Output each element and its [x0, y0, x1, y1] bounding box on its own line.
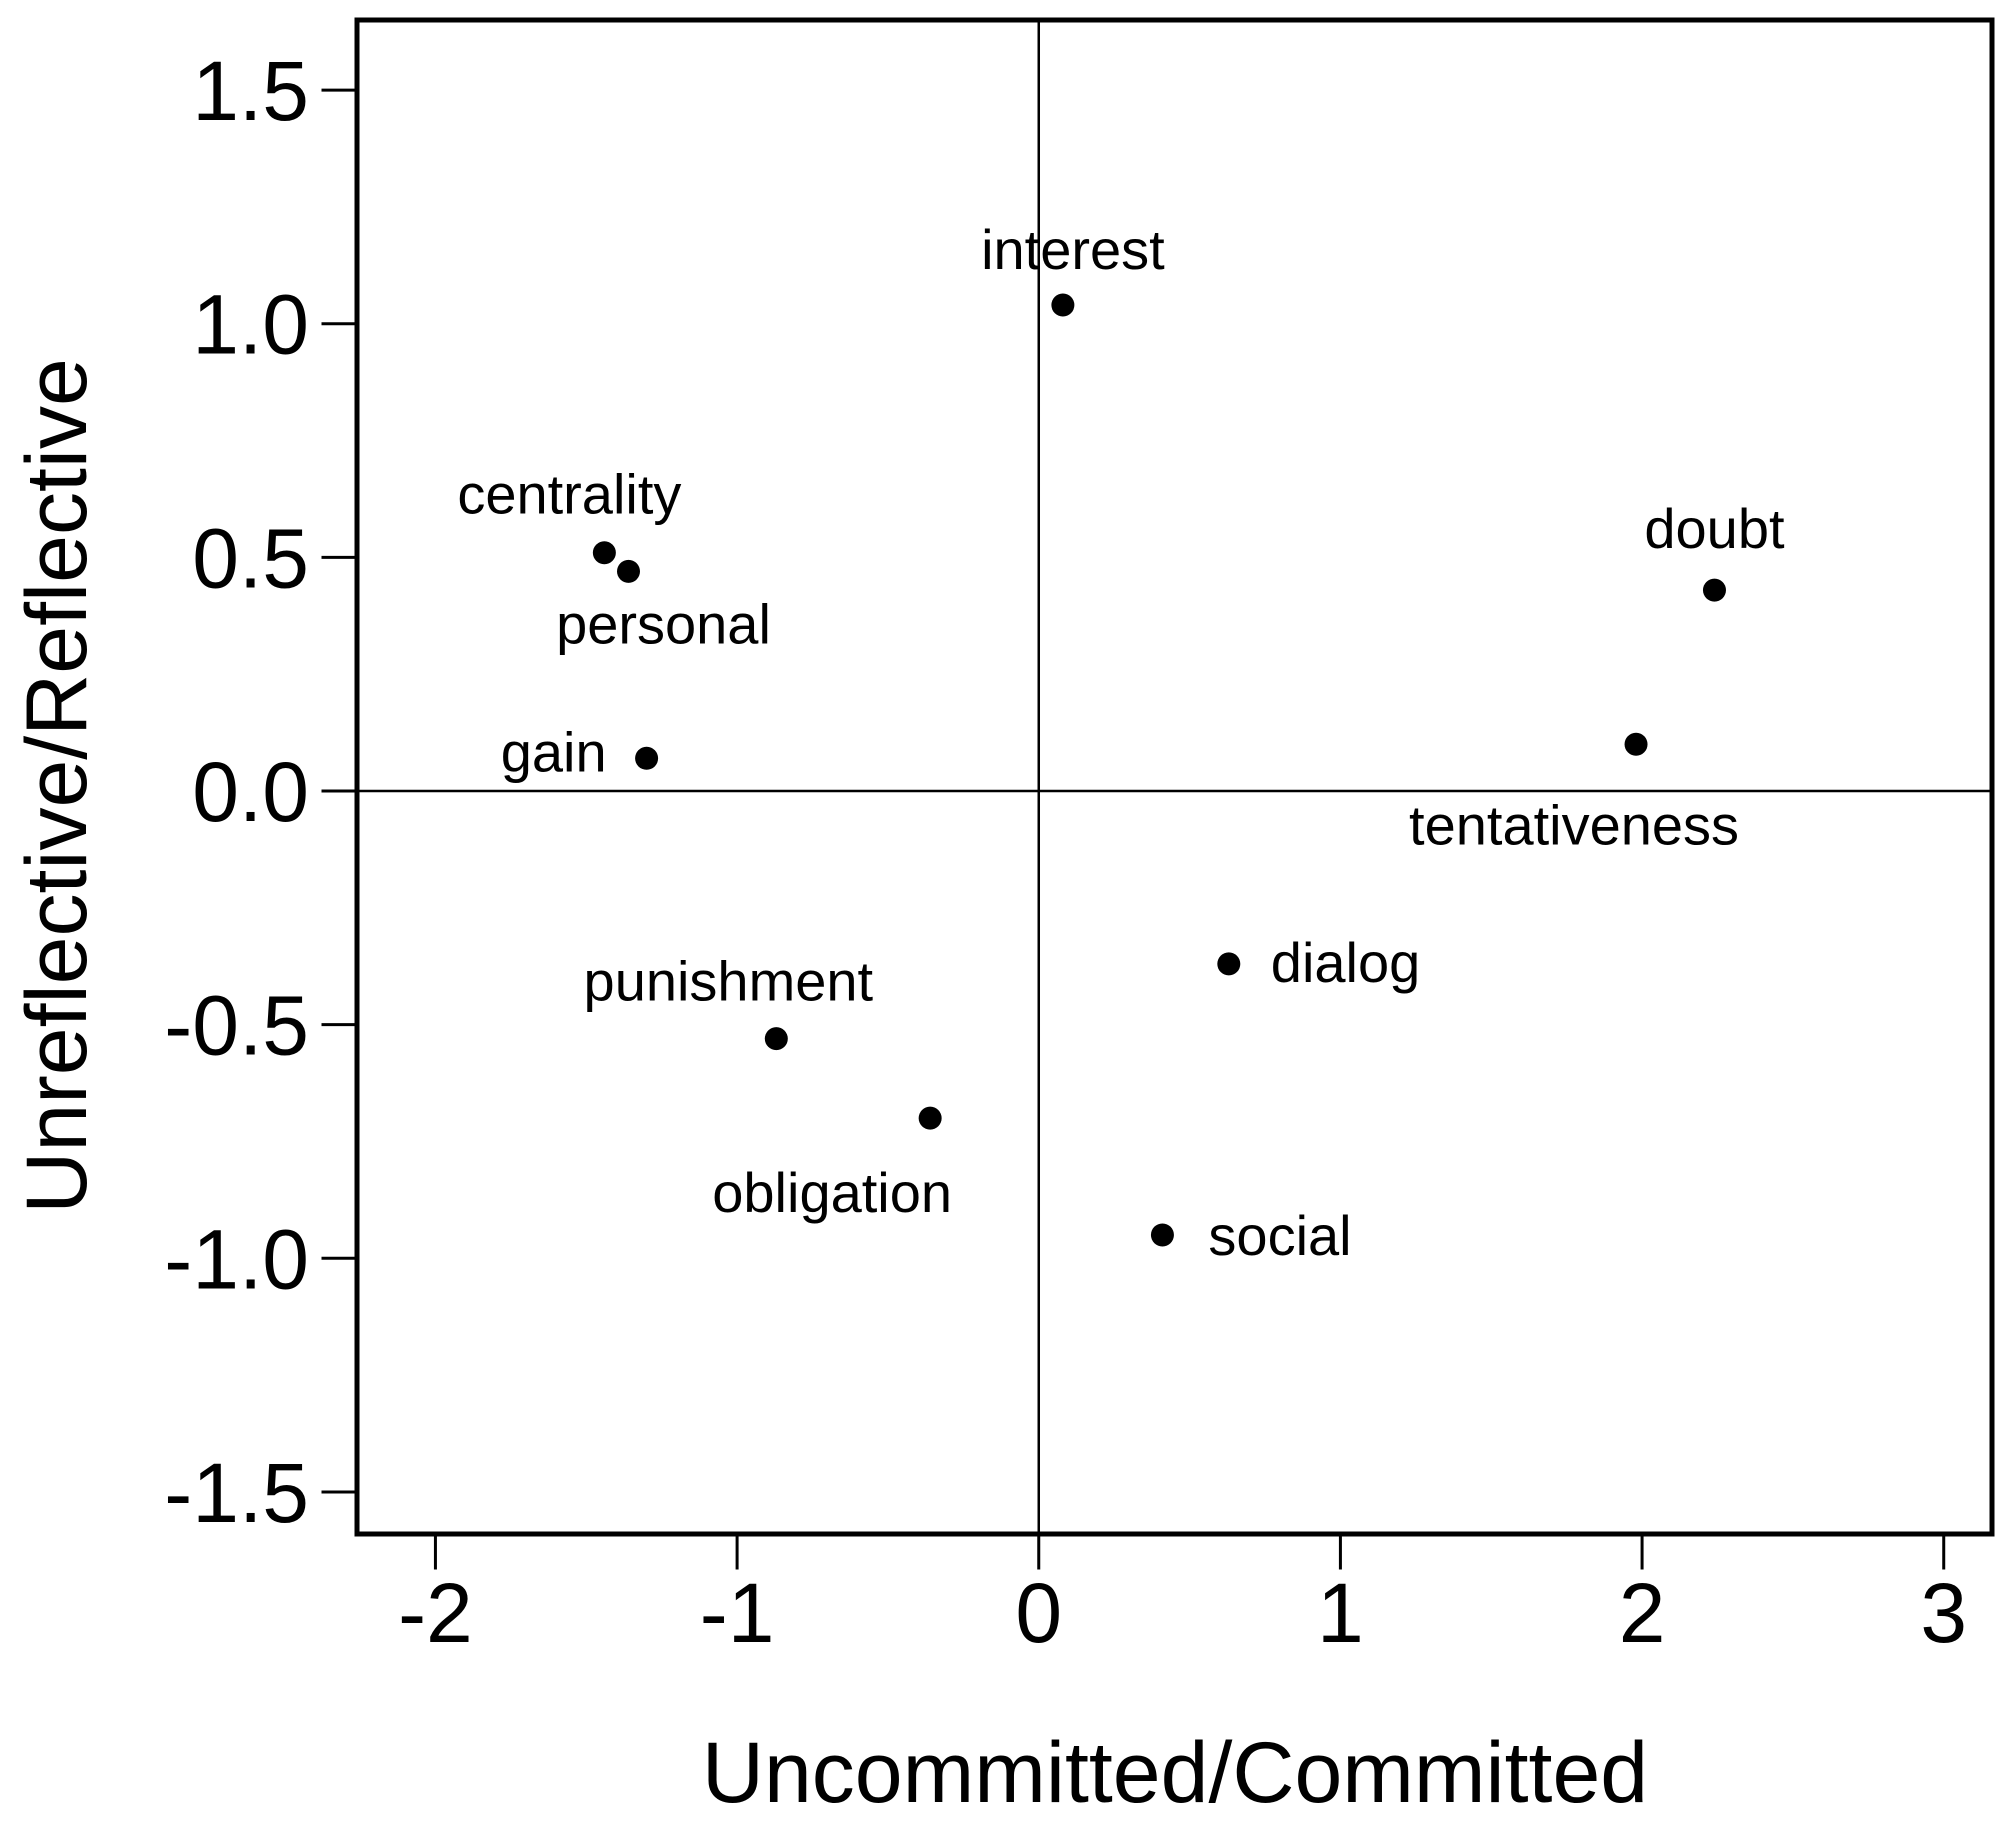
- x-tick-label--2: -2: [398, 1566, 473, 1660]
- data-point-interest: [1051, 293, 1075, 317]
- data-point-personal: [616, 559, 640, 583]
- x-tick-label-1: 1: [1317, 1566, 1364, 1660]
- data-point-punishment: [764, 1027, 788, 1051]
- data-point-obligation: [918, 1106, 942, 1130]
- data-point-social: [1150, 1223, 1174, 1247]
- point-label-dialog: dialog: [1271, 931, 1420, 994]
- data-point-centrality: [592, 541, 616, 565]
- point-label-doubt: doubt: [1644, 497, 1785, 560]
- point-label-punishment: punishment: [584, 950, 874, 1013]
- zero-reference-lines: [357, 20, 1992, 1534]
- data-points-group: [592, 293, 1726, 1247]
- data-point-doubt: [1702, 578, 1726, 602]
- x-tick-label-0: 0: [1015, 1566, 1062, 1660]
- y-tick-label--0.5: -0.5: [164, 979, 309, 1073]
- y-tick-label--1.5: -1.5: [164, 1446, 309, 1540]
- point-label-interest: interest: [981, 218, 1165, 281]
- x-tick-label-3: 3: [1920, 1566, 1967, 1660]
- y-axis: 1.5 1.0 0.5 0.0 -0.5 -1.0 -1.5: [164, 44, 355, 1540]
- plot-border: [354, 17, 1995, 1537]
- x-axis-title: Uncommitted/Committed: [702, 1725, 1648, 1821]
- point-label-obligation: obligation: [712, 1161, 952, 1224]
- point-labels-group: interest centrality personal gain doubt tenta…: [457, 218, 1785, 1267]
- y-tick-label-0.0: 0.0: [192, 745, 309, 839]
- point-label-personal: personal: [556, 592, 771, 655]
- x-axis: -2 -1 0 1 2 3: [398, 1536, 1967, 1660]
- y-tick-label-1.0: 1.0: [192, 278, 309, 372]
- data-point-tentativeness: [1624, 732, 1648, 756]
- point-label-tentativeness: tentativeness: [1409, 793, 1739, 856]
- data-point-dialog: [1217, 952, 1241, 976]
- y-tick-label-0.5: 0.5: [192, 511, 309, 605]
- y-axis-title: Unreflective/Reflective: [9, 358, 105, 1214]
- y-tick-label--1.0: -1.0: [164, 1212, 309, 1306]
- point-label-gain: gain: [501, 720, 607, 783]
- data-point-gain: [635, 746, 659, 770]
- x-tick-label-2: 2: [1619, 1566, 1666, 1660]
- x-tick-label--1: -1: [700, 1566, 775, 1660]
- y-tick-label-1.5: 1.5: [192, 44, 309, 138]
- point-label-social: social: [1208, 1204, 1351, 1267]
- point-label-centrality: centrality: [457, 463, 681, 526]
